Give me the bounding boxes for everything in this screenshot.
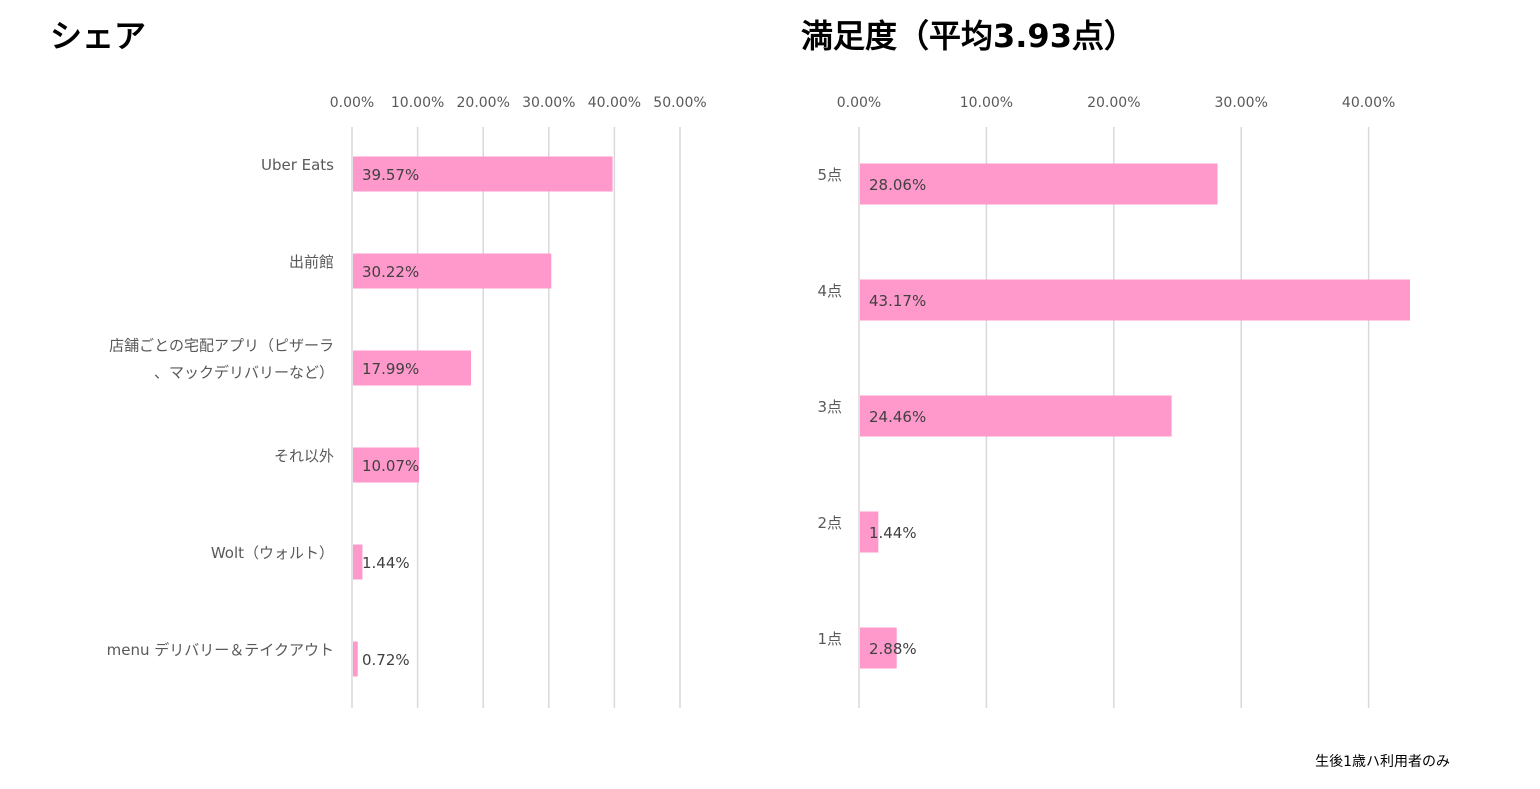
share-tick-label: 40.00% bbox=[588, 95, 641, 111]
share-data-label: 1.44% bbox=[362, 554, 410, 572]
share-data-label: 30.22% bbox=[362, 263, 419, 281]
share-chart-title: シェア bbox=[50, 17, 146, 55]
share-data-label: 0.72% bbox=[362, 651, 410, 669]
share-data-label: 39.57% bbox=[362, 166, 419, 184]
satisfaction-data-label: 43.17% bbox=[869, 292, 926, 310]
share-data-label: 17.99% bbox=[362, 360, 419, 378]
share-category-label: Uber Eats bbox=[261, 156, 334, 174]
share-category-label: menu デリバリー＆テイクアウト bbox=[107, 641, 334, 659]
share-chart: シェア 0.00% 10.00% 20.00% 30.00% 40.00% 50.00% U… bbox=[50, 17, 707, 708]
share-tick-label: 10.00% bbox=[391, 95, 444, 111]
satisfaction-tick-label: 20.00% bbox=[1087, 95, 1140, 111]
satisfaction-chart-title: 満足度（平均3.93点） bbox=[801, 17, 1136, 55]
share-bar bbox=[353, 641, 358, 677]
satisfaction-bar bbox=[860, 511, 879, 553]
satisfaction-data-label: 2.88% bbox=[869, 640, 917, 658]
share-bar bbox=[353, 156, 613, 192]
satisfaction-data-label: 28.06% bbox=[869, 176, 926, 194]
share-category-label: 、マックデリバリーなど） bbox=[154, 364, 334, 382]
share-category-label: Wolt（ウォルト） bbox=[211, 544, 334, 562]
share-bar bbox=[353, 544, 363, 580]
share-tick-label: 20.00% bbox=[457, 95, 510, 111]
satisfaction-bar bbox=[860, 279, 1410, 321]
satisfaction-data-label: 24.46% bbox=[869, 408, 926, 426]
satisfaction-tick-label: 10.00% bbox=[960, 95, 1013, 111]
satisfaction-bar bbox=[860, 163, 1218, 205]
satisfaction-tick-label: 0.00% bbox=[837, 95, 881, 111]
satisfaction-category-label: 4点 bbox=[817, 282, 842, 300]
share-category-label: 店舗ごとの宅配アプリ（ピザーラ bbox=[109, 337, 334, 355]
satisfaction-tick-label: 30.00% bbox=[1215, 95, 1268, 111]
satisfaction-category-label: 5点 bbox=[817, 166, 842, 184]
share-bar bbox=[353, 350, 472, 386]
satisfaction-category-label: 3点 bbox=[817, 398, 842, 416]
satisfaction-tick-label: 40.00% bbox=[1342, 95, 1395, 111]
satisfaction-chart: 満足度（平均3.93点） 0.00% 10.00% 20.00% 30.00% 40.0… bbox=[801, 17, 1410, 708]
share-category-label: 出前館 bbox=[289, 253, 334, 271]
satisfaction-bar bbox=[860, 627, 897, 669]
satisfaction-data-label: 1.44% bbox=[869, 524, 917, 542]
satisfaction-category-label: 1点 bbox=[817, 630, 842, 648]
share-category-label: それ以外 bbox=[274, 447, 334, 465]
share-bar bbox=[353, 447, 420, 483]
share-tick-label: 50.00% bbox=[653, 95, 706, 111]
share-tick-label: 30.00% bbox=[522, 95, 575, 111]
satisfaction-bar bbox=[860, 395, 1172, 437]
share-data-label: 10.07% bbox=[362, 457, 419, 475]
share-bar bbox=[353, 253, 552, 289]
share-tick-label: 0.00% bbox=[330, 95, 374, 111]
footnote: 生後1歳ハ利用者のみ bbox=[1315, 754, 1450, 770]
satisfaction-category-label: 2点 bbox=[817, 514, 842, 532]
